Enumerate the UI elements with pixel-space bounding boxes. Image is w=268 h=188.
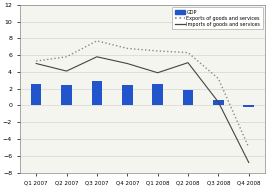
Bar	[92, 81, 102, 105]
Bar	[183, 90, 193, 105]
Bar	[122, 85, 133, 105]
Bar	[243, 105, 254, 107]
Bar	[61, 85, 72, 105]
Bar	[213, 100, 224, 105]
Legend: GDP, Exports of goods and services, Imports of goods and services: GDP, Exports of goods and services, Impo…	[172, 7, 263, 30]
Bar	[152, 84, 163, 105]
Bar	[31, 84, 42, 105]
